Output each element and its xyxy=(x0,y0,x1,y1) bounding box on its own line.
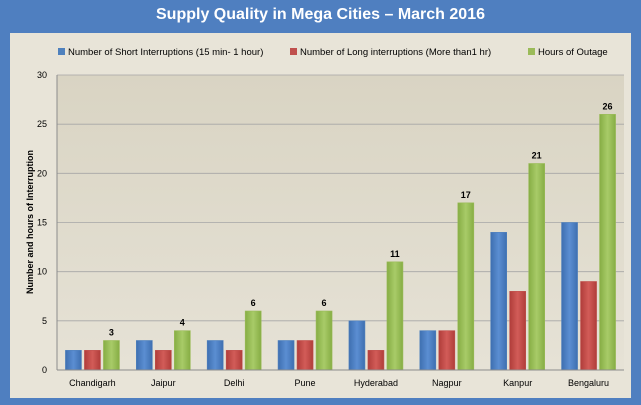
x-tick-label: Hyderabad xyxy=(354,378,398,388)
bar-nagpur-series-3 xyxy=(457,202,475,371)
bar-jaipur-series-3 xyxy=(174,330,191,371)
data-label: 17 xyxy=(461,190,471,200)
bar-pune-series-2 xyxy=(296,340,314,371)
data-label: 3 xyxy=(109,328,114,338)
x-tick-label: Chandigarh xyxy=(69,378,116,388)
bar-nagpur-series-1 xyxy=(419,330,437,371)
bar-kanpur-series-3 xyxy=(528,163,545,371)
bar-jaipur-series-1 xyxy=(136,340,153,371)
bar-nagpur-series-2 xyxy=(438,330,456,371)
data-label: 26 xyxy=(603,101,613,111)
bar-jaipur-series-2 xyxy=(155,350,172,371)
bar-kanpur-series-1 xyxy=(490,232,507,371)
x-tick-label: Kanpur xyxy=(503,378,532,388)
chart-title: Supply Quality in Mega Cities – March 20… xyxy=(156,6,485,23)
x-tick-label: Pune xyxy=(295,378,316,388)
y-tick-label: 10 xyxy=(37,267,47,277)
bar-delhi-series-3 xyxy=(244,310,262,371)
bar-chandigarh-series-3 xyxy=(103,340,120,371)
data-label: 21 xyxy=(532,151,542,161)
y-tick-label: 15 xyxy=(37,218,47,228)
bar-kanpur-series-2 xyxy=(509,291,526,371)
legend: Number of Short Interruptions (15 min- 1… xyxy=(58,47,608,58)
bar-pune-series-3 xyxy=(315,310,333,371)
legend-swatch xyxy=(290,48,297,55)
y-tick-label: 20 xyxy=(37,168,47,178)
x-tick-label: Delhi xyxy=(224,378,245,388)
bar-delhi-series-1 xyxy=(206,340,224,371)
bar-pune-series-1 xyxy=(277,340,295,371)
legend-swatch xyxy=(528,48,535,55)
y-tick-label: 25 xyxy=(37,119,47,129)
bar-bengaluru-series-1 xyxy=(561,222,578,371)
bar-bengaluru-series-2 xyxy=(580,281,597,371)
bar-delhi-series-2 xyxy=(225,350,243,371)
legend-swatch xyxy=(58,48,65,55)
y-axis-label: Number and hours of Interruption xyxy=(25,150,35,294)
bar-hyderabad-series-1 xyxy=(348,320,366,371)
legend-label: Number of Short Interruptions (15 min- 1… xyxy=(68,47,263,58)
legend-label: Hours of Outage xyxy=(538,47,608,58)
data-label: 6 xyxy=(251,298,256,308)
data-label: 6 xyxy=(322,298,327,308)
y-tick-label: 5 xyxy=(42,316,47,326)
x-tick-label: Bengaluru xyxy=(568,378,609,388)
legend-label: Number of Long interruptions (More than1… xyxy=(300,47,491,58)
bar-hyderabad-series-2 xyxy=(367,350,385,371)
data-label: 11 xyxy=(390,249,400,259)
y-tick-label: 30 xyxy=(37,70,47,80)
bar-hyderabad-series-3 xyxy=(386,261,404,371)
data-label: 4 xyxy=(180,318,185,328)
bar-chandigarh-series-2 xyxy=(84,350,101,371)
y-axis: 0 5 10 15 20 25 30 xyxy=(37,70,624,375)
x-tick-label: Nagpur xyxy=(432,378,462,388)
x-tick-label: Jaipur xyxy=(151,378,176,388)
y-tick-label: 0 xyxy=(42,365,47,375)
bars xyxy=(65,114,616,371)
x-axis: Chandigarh Jaipur Delhi Pune Hyderabad Nagpur… xyxy=(69,378,609,388)
data-labels: 3 4 6 6 11 17 21 26 xyxy=(109,101,613,337)
bar-chandigarh-series-1 xyxy=(65,350,82,371)
bar-bengaluru-series-3 xyxy=(599,114,616,371)
